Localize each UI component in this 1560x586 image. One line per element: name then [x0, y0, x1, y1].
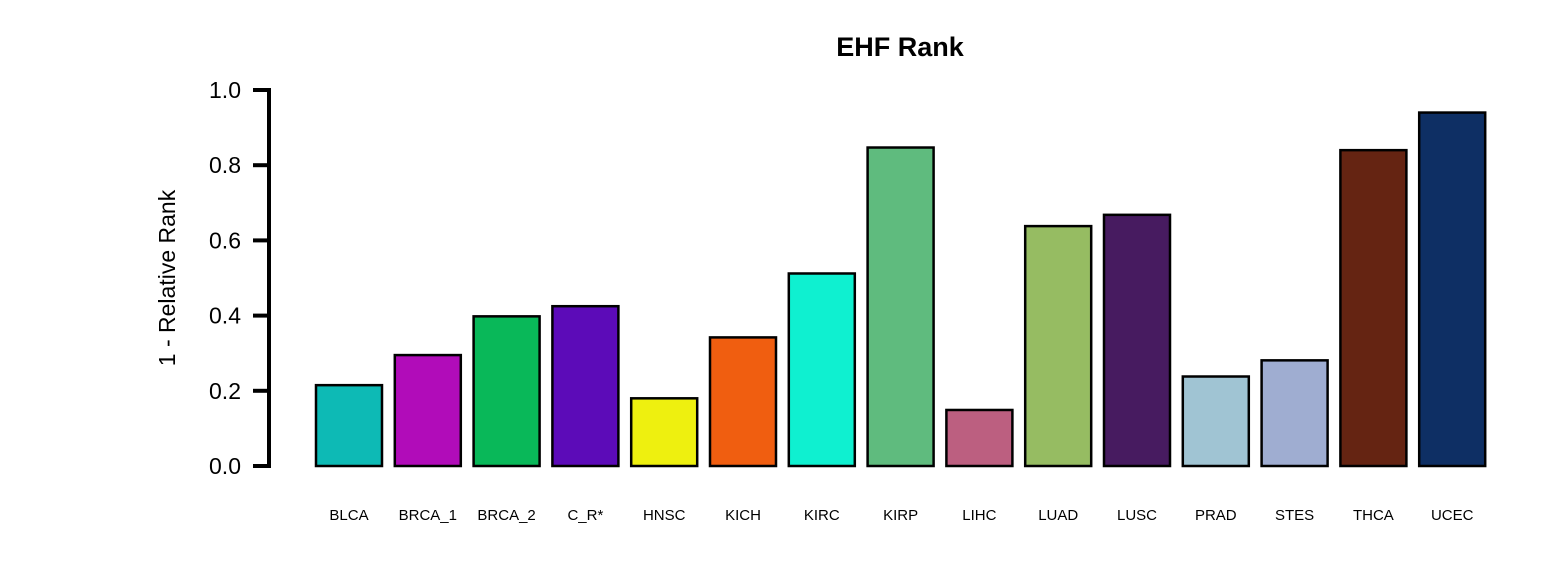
x-tick-label: UCEC	[1431, 507, 1474, 524]
bar-kirc	[787, 272, 857, 468]
bar-prad	[1181, 375, 1251, 468]
x-tick-label: BRCA_2	[477, 507, 535, 524]
bar-lusc	[1102, 213, 1172, 468]
x-tick-label: LUAD	[1038, 507, 1078, 524]
x-tick-label: LIHC	[962, 507, 996, 524]
x-tick-label: KICH	[725, 507, 761, 524]
bar-ucec	[1417, 111, 1487, 468]
y-axis-label: 1 - Relative Rank	[154, 189, 180, 366]
x-tick-label: LUSC	[1117, 507, 1157, 524]
y-tick-label: 0.0	[209, 453, 241, 479]
x-tick-labels: BLCA BRCA_1 BRCA_2 C_R* HNSC KICH KIRC KIRP LIHC…	[329, 507, 1473, 524]
bars-group	[314, 111, 1487, 468]
x-tick-label: THCA	[1353, 507, 1394, 524]
x-tick-label: STES	[1275, 507, 1314, 524]
x-tick-label: C_R*	[567, 507, 603, 524]
y-axis: 0.0 0.2 0.4 0.6 0.8 1.0	[209, 77, 271, 479]
x-tick-label: KIRP	[883, 507, 918, 524]
x-tick-label: HNSC	[643, 507, 686, 524]
x-tick-label: PRAD	[1195, 507, 1237, 524]
bar-stes	[1260, 359, 1329, 468]
chart-title: EHF Rank	[836, 32, 965, 62]
bar-luad	[1023, 224, 1093, 468]
y-tick-label: 0.2	[209, 378, 241, 404]
bar-brca-2	[472, 315, 541, 468]
y-tick-label: 1.0	[209, 77, 241, 103]
bar-kirp	[866, 146, 935, 468]
x-tick-label: BLCA	[329, 507, 368, 524]
bar-hnsc	[629, 397, 699, 468]
x-tick-label: BRCA_1	[399, 507, 457, 524]
y-tick-label: 0.6	[209, 227, 241, 253]
bar-thca	[1339, 148, 1408, 468]
y-tick-label: 0.4	[209, 303, 241, 329]
bar-blca	[314, 383, 384, 468]
bar-brca-1	[393, 353, 463, 468]
x-tick-label: KIRC	[804, 507, 840, 524]
bar-lihc	[945, 408, 1014, 468]
bar-kich	[708, 336, 778, 468]
bar-c-r	[551, 304, 620, 468]
y-tick-label: 0.8	[209, 152, 241, 178]
